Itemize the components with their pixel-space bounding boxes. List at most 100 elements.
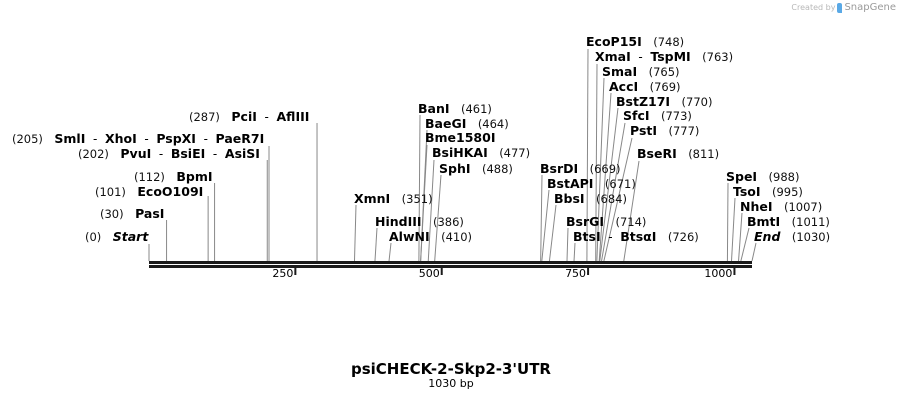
site-label-baegi[interactable]: BaeGI (464) — [425, 116, 509, 132]
site-label-pvui[interactable]: (202) PvuI - BsiEI - AsiSI — [78, 146, 260, 162]
site-connector-line — [573, 242, 576, 262]
enzyme-name: Start — [112, 229, 149, 244]
sequence-title: psiCHECK-2-Skp2-3'UTR — [350, 360, 551, 378]
site-label-bsihkai[interactable]: BsiHKAI (477) — [432, 146, 531, 161]
site-position: (671) — [604, 177, 636, 191]
site-label-spei[interactable]: SpeI (988) — [726, 169, 799, 185]
site-position: (464) — [477, 117, 509, 131]
enzyme-name: XmnI — [354, 191, 391, 206]
site-label-psti[interactable]: PstI (777) — [630, 124, 699, 139]
axis-tick-label: 250 — [272, 267, 294, 280]
site-connector-line — [427, 159, 435, 262]
enzyme-name: BsrGI — [566, 214, 605, 229]
enzyme-name: BsrDI — [540, 161, 579, 176]
site-position: (461) — [460, 102, 492, 116]
site-position: (30) — [100, 207, 124, 221]
site-label-sfci[interactable]: SfcI (773) — [623, 109, 692, 124]
site-connector-line — [596, 77, 605, 262]
axis-tick-label: 500 — [418, 267, 440, 280]
enzyme-name: End — [754, 229, 781, 244]
site-position: (1030) — [791, 230, 831, 244]
site-position: (669) — [589, 162, 621, 176]
site-label-ecop15i[interactable]: EcoP15I (748) — [586, 34, 684, 50]
site-position: (714) — [615, 215, 647, 229]
site-label-end[interactable]: End (1030) — [754, 229, 831, 245]
site-label-bbsi[interactable]: BbsI (684) — [554, 192, 627, 207]
enzyme-name: HindIII — [375, 214, 422, 229]
site-position: (811) — [688, 147, 720, 161]
site-connector-line — [374, 227, 378, 262]
site-connector-line — [434, 174, 442, 262]
enzyme-name: SmaI — [602, 64, 638, 79]
enzyme-name: AccI — [609, 79, 639, 94]
enzyme-name: Bme1580I — [425, 130, 496, 145]
site-label-bseri[interactable]: BseRI (811) — [637, 146, 720, 162]
site-label-xmai[interactable]: XmaI - TspMI (763) — [595, 49, 733, 65]
enzyme-name: AlwNI — [389, 229, 430, 244]
name-separator: - — [136, 132, 157, 146]
enzyme-name: SphI — [439, 161, 471, 176]
axis-tick-label: 750 — [565, 267, 587, 280]
site-connector-line — [623, 160, 640, 262]
enzyme-name: EcoP15I — [586, 34, 642, 49]
site-label-bstapi[interactable]: BstAPI (671) — [547, 176, 636, 192]
site-position: (112) — [134, 170, 165, 184]
site-label-pcii[interactable]: (287) PciI - AflIII — [189, 109, 310, 125]
site-label-bstz17i[interactable]: BstZ17I (770) — [616, 95, 712, 110]
enzyme-name: BstAPI — [547, 176, 594, 191]
site-label-bani[interactable]: BanI (461) — [418, 102, 492, 117]
site-connector-line — [595, 63, 598, 262]
site-label-pasi[interactable]: (30) PasI — [100, 207, 164, 222]
site-label-sphi[interactable]: SphI (488) — [439, 161, 513, 177]
backbone-top-strand — [149, 261, 752, 264]
site-connector-line — [541, 189, 550, 262]
site-connector-line — [598, 92, 612, 262]
enzyme-name: BmtI — [747, 214, 781, 229]
site-label-eco0109i[interactable]: (101) EcoO109I — [95, 184, 204, 200]
snapgene-logo-icon — [837, 2, 843, 13]
enzyme-name: BtsαI — [620, 229, 657, 244]
site-position: (488) — [481, 162, 513, 176]
site-position: (101) — [95, 185, 126, 199]
name-separator: - — [205, 147, 225, 161]
site-position: (995) — [772, 185, 803, 199]
snapgene-watermark: Created by SnapGene — [791, 2, 896, 13]
enzyme-name: XmaI — [595, 49, 631, 64]
site-label-smli[interactable]: (205) SmlI - XhoI - PspXI - PaeR7I — [12, 132, 264, 147]
enzyme-name: AflIII — [276, 109, 310, 124]
site-connector-line — [601, 122, 626, 262]
enzyme-name: PciI — [231, 109, 257, 124]
site-label-bsrgi[interactable]: BsrGI (714) — [566, 214, 647, 230]
site-position: (205) — [12, 132, 43, 146]
site-label-acci[interactable]: AccI (769) — [609, 79, 681, 95]
site-position: (477) — [499, 146, 531, 160]
enzyme-name: BaeGI — [425, 116, 467, 131]
site-label-bpmi[interactable]: (112) BpmI — [134, 170, 213, 185]
site-connector-line — [388, 242, 392, 262]
watermark-brand: SnapGene — [844, 2, 896, 13]
enzyme-name: BtsI — [573, 229, 601, 244]
site-connector-line — [548, 204, 557, 262]
site-label-tsoi[interactable]: TsoI (995) — [733, 185, 803, 200]
site-label-bmti[interactable]: BmtI (1011) — [747, 214, 830, 230]
enzyme-name: EcoO109I — [137, 184, 204, 199]
site-label-bme1580i[interactable]: Bme1580I — [425, 131, 495, 145]
backbone-bottom-strand — [149, 265, 752, 268]
axis-tick-label: 1000 — [704, 267, 733, 280]
site-position: (726) — [667, 230, 699, 244]
site-label-bsrdi[interactable]: BsrDI (669) — [540, 161, 621, 177]
site-label-start[interactable]: (0) Start — [85, 229, 149, 245]
enzyme-name: BseRI — [637, 146, 677, 161]
enzyme-name: PvuI — [120, 146, 152, 161]
site-label-btsi[interactable]: BtsI - BtsαI (726) — [573, 229, 699, 245]
site-position: (386) — [433, 215, 464, 229]
enzyme-name: NheI — [740, 199, 773, 214]
site-label-hindiii[interactable]: HindIII (386) — [375, 214, 464, 230]
site-label-xmni[interactable]: XmnI (351) — [354, 191, 433, 207]
site-label-smai[interactable]: SmaI (765) — [602, 64, 680, 80]
enzyme-name: SpeI — [726, 169, 758, 184]
site-label-alwni[interactable]: AlwNI (410) — [389, 229, 472, 245]
site-connector-line — [566, 227, 569, 262]
name-separator: - — [151, 147, 171, 161]
site-label-nhei[interactable]: NheI (1007) — [740, 199, 822, 215]
